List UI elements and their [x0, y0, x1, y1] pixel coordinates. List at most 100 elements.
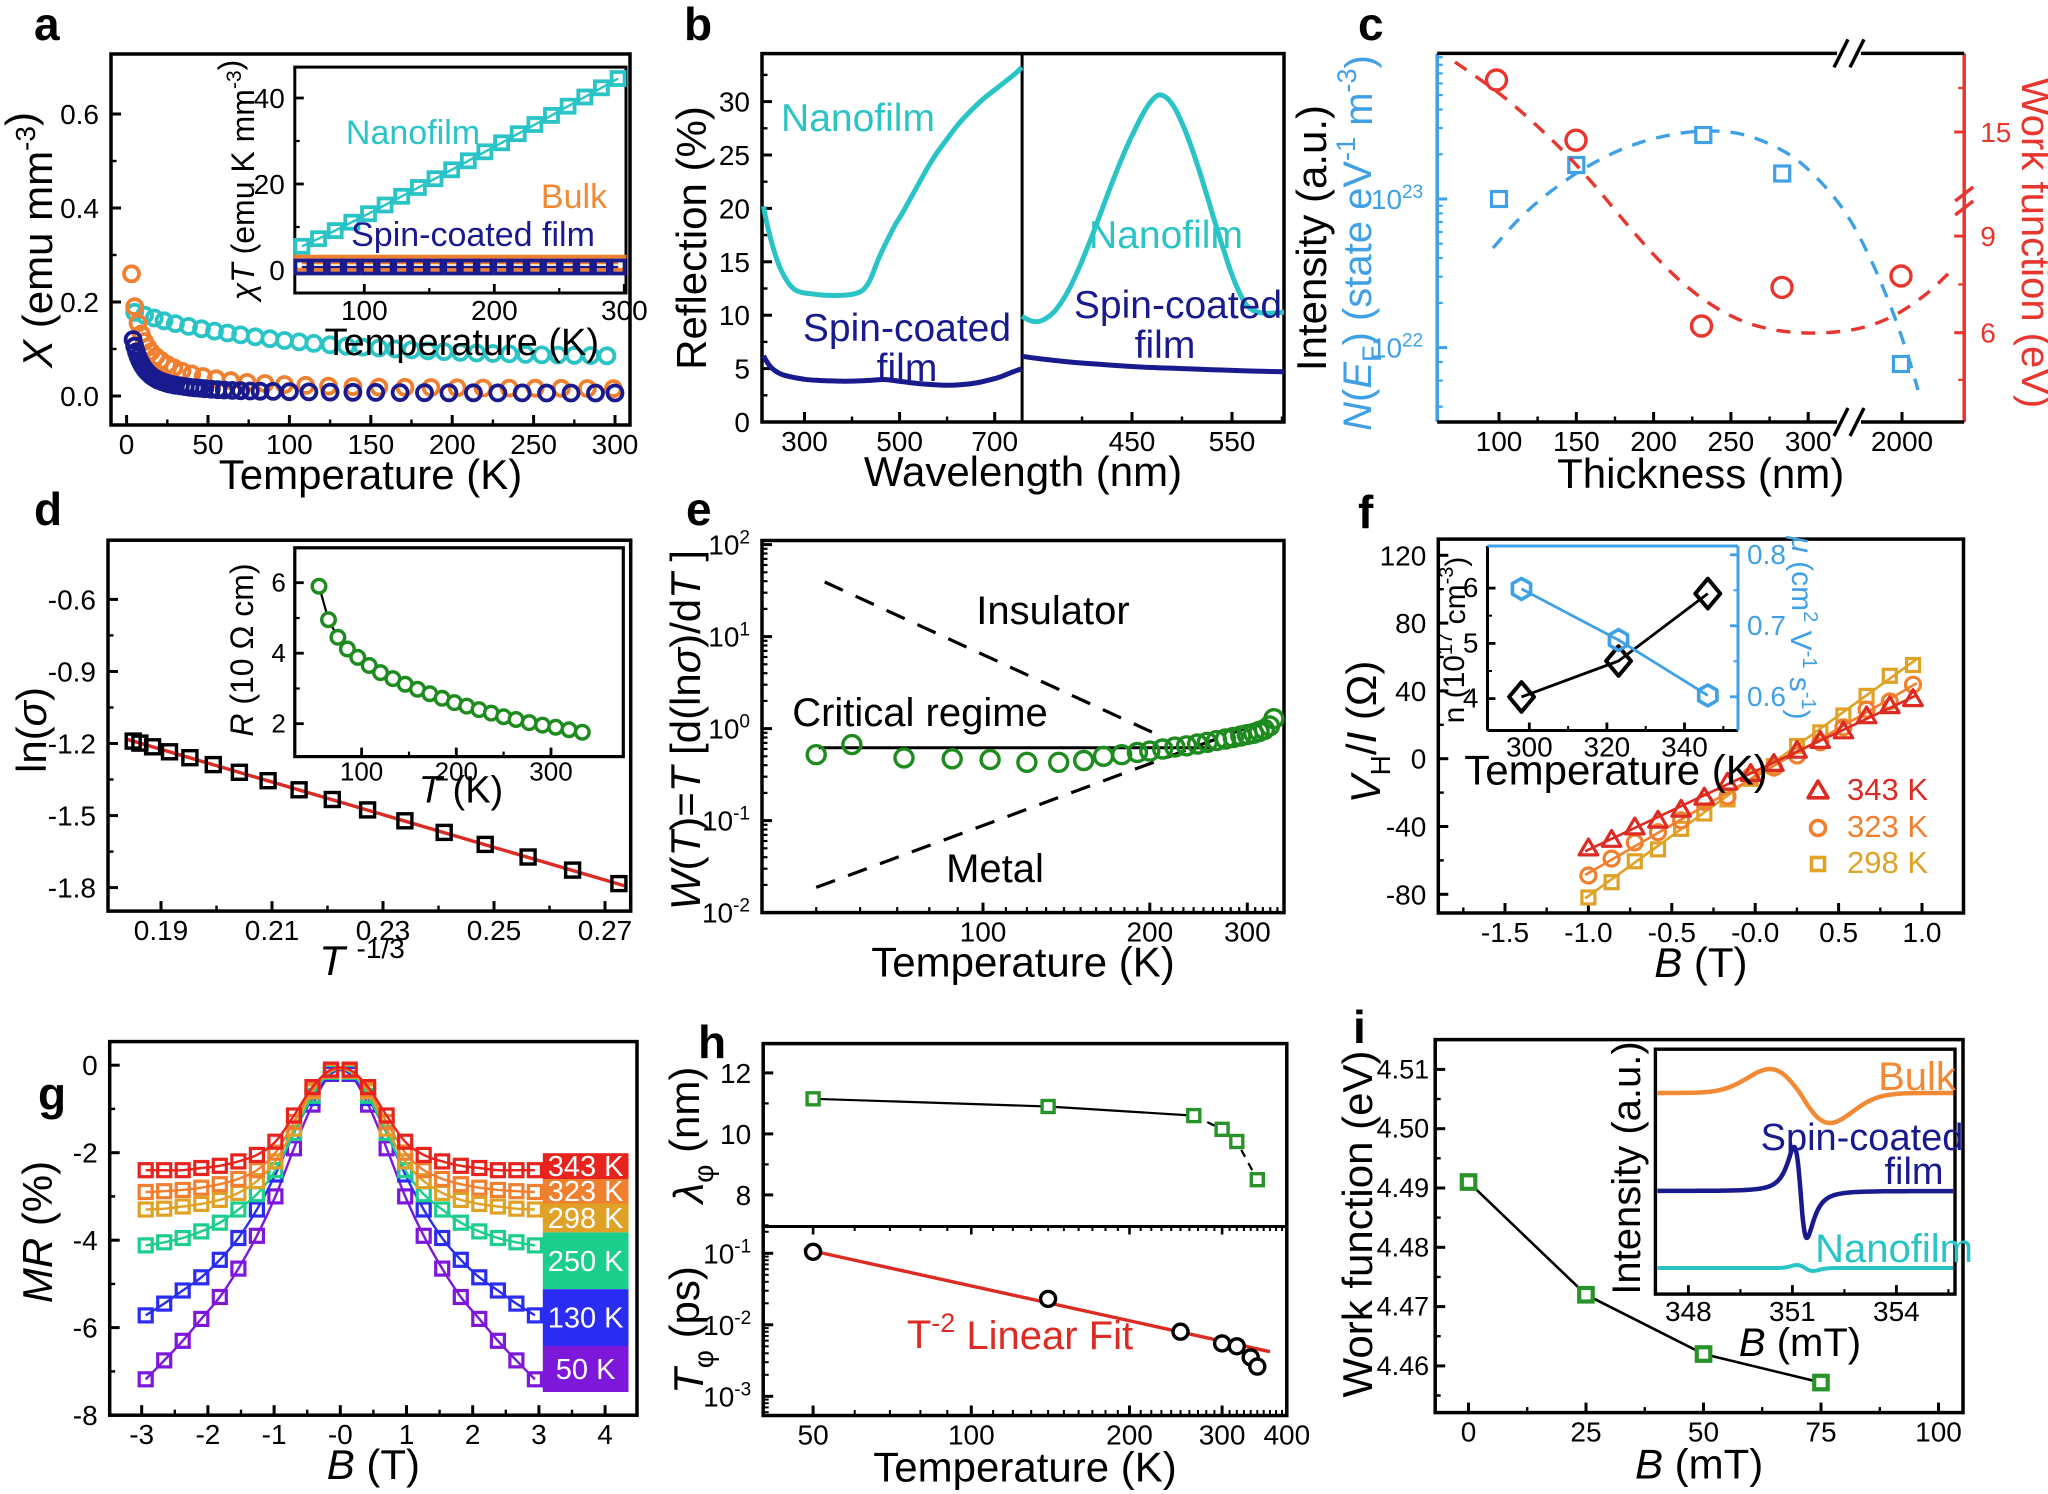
svg-text:0: 0 — [734, 407, 750, 438]
svg-text:Insulator: Insulator — [976, 589, 1129, 633]
svg-text:4.49: 4.49 — [1377, 1173, 1430, 1203]
svg-text:0.4: 0.4 — [60, 193, 99, 224]
svg-text:30: 30 — [719, 87, 750, 118]
svg-text:Temperature (K): Temperature (K) — [873, 1444, 1176, 1491]
svg-text:-2: -2 — [195, 1419, 220, 1450]
svg-text:W(T)=T [d(lnσ)/dT ]: W(T)=T [d(lnσ)/dT ] — [662, 550, 709, 910]
svg-text:-2: -2 — [73, 1138, 98, 1169]
svg-text:2: 2 — [271, 709, 285, 739]
svg-text:6: 6 — [1463, 572, 1479, 603]
svg-text:0.23: 0.23 — [356, 915, 411, 946]
svg-text:250 K: 250 K — [548, 1246, 624, 1278]
svg-text:Metal: Metal — [946, 847, 1044, 891]
svg-text:Critical regime: Critical regime — [792, 691, 1048, 735]
svg-text:-0.0: -0.0 — [1731, 917, 1779, 948]
svg-text:Nanofilm: Nanofilm — [1815, 1227, 1973, 1271]
svg-text:100: 100 — [1476, 426, 1523, 457]
svg-text:-8: -8 — [73, 1400, 98, 1431]
svg-text:300: 300 — [601, 295, 648, 326]
svg-text:1.0: 1.0 — [1903, 917, 1942, 948]
svg-text:film: film — [1135, 324, 1196, 367]
svg-text:0.7: 0.7 — [1747, 610, 1786, 641]
svg-text:12: 12 — [720, 1058, 751, 1089]
svg-text:2: 2 — [465, 1419, 481, 1450]
svg-text:i: i — [1353, 1001, 1366, 1053]
svg-text:0: 0 — [1411, 744, 1427, 775]
svg-text:550: 550 — [1209, 426, 1256, 457]
svg-text:0.2: 0.2 — [60, 287, 99, 318]
svg-text:0.19: 0.19 — [134, 915, 189, 946]
svg-text:4.46: 4.46 — [1377, 1351, 1430, 1381]
svg-text:298 K: 298 K — [548, 1203, 624, 1235]
svg-text:Spin-coated: Spin-coated — [1761, 1117, 1964, 1159]
svg-text:323 K: 323 K — [548, 1176, 624, 1208]
svg-text:9: 9 — [1980, 221, 1996, 252]
svg-text:Temperature (K): Temperature (K) — [871, 939, 1174, 986]
svg-text:Spin-coated: Spin-coated — [803, 307, 1011, 350]
svg-text:0.27: 0.27 — [578, 915, 633, 946]
svg-text:VH​/I (Ω): VH​/I (Ω) — [1338, 661, 1396, 804]
svg-text:4: 4 — [271, 638, 285, 668]
svg-text:300: 300 — [1199, 1420, 1246, 1451]
svg-text:-6: -6 — [73, 1313, 98, 1344]
svg-text:130 K: 130 K — [548, 1303, 624, 1335]
svg-text:-1.5: -1.5 — [1481, 917, 1529, 948]
svg-text:100: 100 — [960, 917, 1007, 948]
svg-text:300: 300 — [529, 757, 572, 787]
svg-text:-3: -3 — [129, 1419, 154, 1450]
svg-text:343 K: 343 K — [548, 1151, 624, 1183]
svg-text:100: 100 — [948, 1420, 995, 1451]
svg-text:3: 3 — [531, 1419, 547, 1450]
svg-text:0: 0 — [119, 429, 135, 460]
svg-text:6: 6 — [1980, 318, 1996, 349]
svg-text:-0.9: -0.9 — [48, 657, 96, 688]
svg-text:f: f — [1358, 486, 1374, 538]
svg-text:120: 120 — [1380, 540, 1427, 571]
svg-text:0.6: 0.6 — [60, 99, 99, 130]
svg-text:Spin-coated film: Spin-coated film — [351, 216, 595, 254]
svg-text:MR (%): MR (%) — [14, 1161, 61, 1303]
svg-text:100: 100 — [341, 295, 388, 326]
svg-text:100: 100 — [1915, 1417, 1962, 1448]
svg-text:200: 200 — [435, 757, 478, 787]
svg-text:0: 0 — [269, 255, 285, 286]
svg-text:250: 250 — [510, 429, 557, 460]
svg-text:200: 200 — [471, 295, 518, 326]
svg-text:0.25: 0.25 — [467, 915, 522, 946]
svg-text:T (K): T (K) — [419, 770, 503, 812]
svg-text:4.48: 4.48 — [1377, 1232, 1430, 1262]
svg-text:Work function (eV): Work function (eV) — [1334, 1050, 1381, 1397]
svg-text:Work function (eV): Work function (eV) — [2013, 78, 2048, 409]
svg-text:Bulk: Bulk — [1878, 1055, 1957, 1099]
svg-text:0.6: 0.6 — [1747, 681, 1786, 712]
svg-text:4.47: 4.47 — [1377, 1292, 1430, 1322]
svg-text:15: 15 — [719, 247, 750, 278]
svg-text:g: g — [38, 1068, 66, 1120]
svg-text:320: 320 — [1584, 732, 1631, 763]
svg-text:d: d — [34, 483, 62, 535]
svg-text:Thickness (nm): Thickness (nm) — [1557, 450, 1844, 497]
svg-text:ln(σ): ln(σ) — [8, 687, 55, 773]
svg-text:300: 300 — [592, 429, 639, 460]
svg-text:Intensity (a.u.): Intensity (a.u.) — [1288, 105, 1335, 371]
svg-text:40: 40 — [254, 83, 285, 114]
svg-text:-40: -40 — [1386, 812, 1426, 843]
svg-text:340: 340 — [1661, 732, 1708, 763]
svg-text:450: 450 — [1109, 426, 1156, 457]
svg-text:25: 25 — [1570, 1417, 1601, 1448]
svg-text:0: 0 — [1461, 1417, 1477, 1448]
svg-text:354: 354 — [1873, 1296, 1920, 1327]
svg-text:Nanofilm: Nanofilm — [346, 114, 480, 152]
svg-text:10: 10 — [720, 1119, 751, 1150]
svg-text:B (mT): B (mT) — [1739, 1321, 1861, 1365]
svg-text:Wavelength (nm): Wavelength (nm) — [864, 448, 1182, 495]
svg-text:50: 50 — [192, 429, 223, 460]
svg-text:μ (cm2​ V-1​ s-1​): μ (cm2​ V-1​ s-1​) — [1782, 535, 1821, 719]
svg-text:150: 150 — [1553, 426, 1600, 457]
svg-text:200: 200 — [429, 429, 476, 460]
svg-text:50 K: 50 K — [556, 1354, 616, 1386]
svg-text:0.8: 0.8 — [1747, 539, 1786, 570]
svg-text:Reflection (%): Reflection (%) — [668, 106, 715, 370]
svg-text:250: 250 — [1708, 426, 1755, 457]
svg-text:h: h — [698, 1016, 726, 1068]
